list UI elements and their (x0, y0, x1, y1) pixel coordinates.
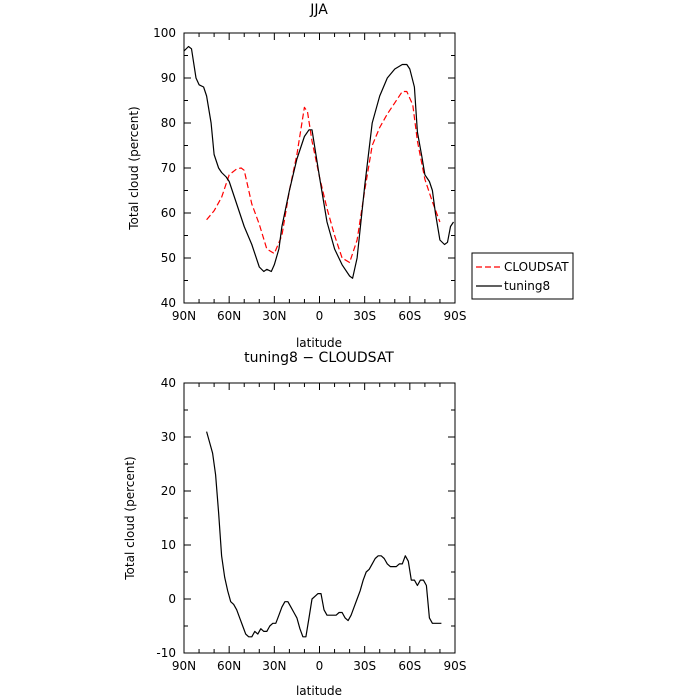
bottom-x-tick-label: 30N (262, 659, 286, 673)
top-series-cloudsat-line (206, 90, 441, 264)
legend-label-cloudsat: CLOUDSAT (504, 260, 569, 274)
bottom-y-ticks: -10 0 10 20 30 40 (156, 376, 455, 660)
legend-box (471, 252, 574, 300)
top-y-tick-label: 100 (153, 26, 176, 40)
bottom-x-tick-label: 0 (316, 659, 324, 673)
top-x-tick-label: 30S (353, 309, 376, 323)
top-plot-frame (183, 32, 456, 304)
bottom-y-tick-label: 30 (161, 430, 176, 444)
top-x-tick-label: 60S (398, 309, 421, 323)
bottom-series-group (206, 431, 442, 638)
bottom-chart-title: tuning8 − CLOUDSAT (244, 350, 394, 366)
bottom-x-tick-label: 90N (172, 659, 196, 673)
bottom-x-tick-label: 60S (398, 659, 421, 673)
bottom-x-ticks: 90N 60N 30N 0 30S 60S 90S (172, 383, 467, 673)
bottom-x-tick-label: 90S (444, 659, 467, 673)
top-x-tick-label: 60N (217, 309, 241, 323)
top-series-group (183, 45, 454, 279)
top-y-tick-label: 90 (161, 71, 176, 85)
top-series-tuning8-line (183, 45, 454, 279)
top-y-tick-label: 50 (161, 251, 176, 265)
top-x-axis-label: latitude (296, 336, 342, 350)
bottom-x-tick-label: 60N (217, 659, 241, 673)
top-x-tick-label: 30N (262, 309, 286, 323)
bottom-y-tick-label: 20 (161, 484, 176, 498)
bottom-panel-difference: tuning8 − CLOUDSAT 90N 60N 30N 0 30S 60S 90S -… (123, 350, 466, 698)
bottom-x-tick-label: 30S (353, 659, 376, 673)
top-chart-title: JJA (309, 2, 328, 18)
bottom-y-tick-label: 0 (168, 592, 176, 606)
top-x-ticks: 90N 60N 30N 0 30S 60S 90S (172, 33, 467, 323)
legend-label-tuning8: tuning8 (504, 279, 550, 293)
bottom-y-tick-label: 10 (161, 538, 176, 552)
top-x-tick-label: 90N (172, 309, 196, 323)
bottom-y-tick-label: -10 (156, 646, 176, 660)
top-y-tick-label: 40 (161, 296, 176, 310)
bottom-y-tick-label: 40 (161, 376, 176, 390)
bottom-x-axis-label: latitude (296, 684, 342, 698)
top-y-tick-label: 60 (161, 206, 176, 220)
top-x-tick-label: 0 (316, 309, 324, 323)
legend: CLOUDSAT tuning8 (471, 252, 574, 300)
top-x-tick-label: 90S (444, 309, 467, 323)
top-y-tick-label: 70 (161, 161, 176, 175)
bottom-series-difference-line (206, 431, 442, 638)
bottom-plot-frame (183, 382, 456, 654)
top-panel-jja: JJA 90N 60N 30N 0 30S 60S 90S 405060708090100 … (127, 2, 466, 350)
top-y-ticks: 40 50 60 70 80 90 100 (153, 26, 455, 310)
top-y-tick-label: 80 (161, 116, 176, 130)
top-y-axis-label: Total cloud (percent) (127, 106, 141, 230)
bottom-y-axis-label: Total cloud (percent) (123, 456, 137, 580)
